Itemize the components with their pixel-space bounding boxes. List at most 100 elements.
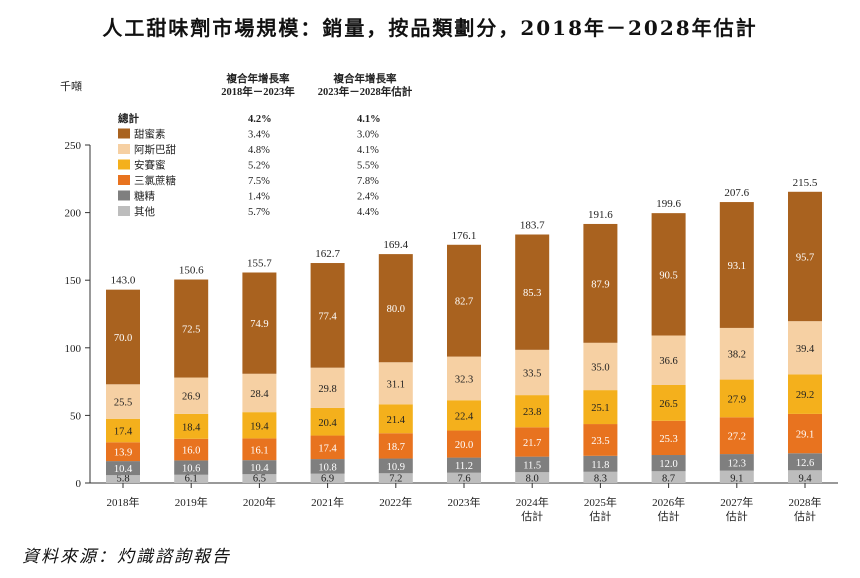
data-label: 39.4 (796, 344, 815, 355)
bar-segment (719, 327, 754, 380)
data-label: 23.5 (591, 436, 609, 447)
bar-segment (515, 395, 550, 428)
bar-segment (447, 244, 481, 357)
bar-segment (788, 470, 822, 483)
y-tick-label: 200 (65, 208, 82, 220)
x-tick-label: 2026年 (652, 495, 685, 509)
data-label: 10.6 (182, 464, 200, 475)
cagr-value-2: 4.1% (357, 114, 381, 125)
data-label: 90.5 (659, 270, 677, 281)
chart-title: 人工甜味劑市場規模：銷量，按品類劃分，2018年－2028年估計 (102, 16, 758, 40)
data-label: 10.8 (318, 462, 336, 473)
bar-segment (583, 223, 618, 343)
y-tick-label: 50 (70, 410, 82, 422)
data-label: 36.6 (659, 356, 677, 367)
bar-segment (378, 254, 413, 363)
bar-segment (515, 234, 550, 350)
bar-segment (788, 191, 822, 322)
x-tick-label: 2020年 (243, 495, 276, 509)
cagr-value-1: 4.8% (248, 145, 270, 156)
y-tick-label: 250 (65, 140, 82, 152)
bar-segment (583, 471, 618, 483)
bar-segment (242, 272, 277, 374)
data-label: 22.4 (455, 411, 474, 422)
data-label: 10.4 (250, 463, 269, 474)
bar-segment (106, 442, 140, 462)
legend-label: 甜蜜素 (134, 128, 166, 141)
y-tick-label: 150 (65, 275, 82, 287)
data-label: 8.3 (594, 474, 607, 485)
bar-segment (174, 438, 209, 461)
data-label: 27.9 (728, 394, 746, 405)
cagr-header-2: 2023年－2028年估計 (318, 85, 413, 98)
data-label: 33.5 (523, 368, 541, 379)
cagr-value-2: 7.8% (357, 176, 379, 187)
x-tick-label: 2024年 (516, 495, 549, 509)
bar-segment (310, 435, 345, 460)
cagr-value-1: 3.4% (248, 130, 270, 141)
cagr-value-2: 5.5% (357, 161, 379, 172)
legend-swatch (118, 190, 130, 201)
data-label: 74.9 (250, 319, 268, 330)
data-label: 26.9 (182, 392, 200, 403)
bar-segment (242, 438, 277, 461)
data-label: 11.2 (455, 461, 473, 472)
bar-segment (242, 412, 277, 439)
data-label: 23.8 (523, 407, 541, 418)
cagr-value-1: 4.2% (248, 114, 272, 125)
data-label: 77.4 (318, 311, 337, 322)
bar-segment (242, 373, 277, 413)
bar-segment (651, 471, 686, 483)
bar-segment (719, 470, 754, 483)
data-label: 18.4 (182, 422, 201, 433)
bar-segment (174, 377, 209, 414)
data-label: 9.1 (730, 474, 743, 485)
bar-segment (378, 404, 413, 434)
bar-segment (719, 202, 754, 328)
data-label: 10.4 (114, 464, 133, 475)
cagr-value-1: 5.7% (248, 207, 270, 218)
x-tick-label: 2023年 (448, 495, 481, 509)
bar-segment (447, 400, 481, 431)
total-label: 162.7 (315, 248, 340, 260)
bar-segment (174, 413, 209, 439)
legend-total-label: 總計 (118, 112, 139, 125)
bar-segment (651, 335, 686, 385)
bar-segment (174, 279, 209, 378)
total-label: 207.6 (724, 187, 749, 199)
bar-segment (583, 342, 618, 391)
data-label: 11.8 (591, 460, 609, 471)
bar-segment (719, 417, 754, 455)
y-tick-label: 100 (65, 343, 82, 355)
data-label: 20.0 (455, 440, 473, 451)
bar-segment (447, 356, 481, 401)
total-label: 155.7 (247, 257, 272, 269)
bar-segment (174, 474, 209, 483)
x-tick-label: 估計 (589, 509, 611, 523)
legend-swatch (118, 128, 130, 139)
data-label: 16.0 (182, 446, 200, 457)
bar-segment (310, 459, 345, 474)
bar-segment (310, 263, 345, 368)
data-label: 25.1 (591, 403, 609, 414)
cagr-header-1: 2018年－2023年 (221, 85, 295, 98)
data-label: 12.0 (659, 459, 677, 470)
total-label: 199.6 (656, 198, 681, 210)
x-tick-label: 估計 (658, 509, 680, 523)
total-label: 215.5 (793, 177, 818, 189)
cagr-value-2: 4.4% (357, 207, 379, 218)
bar-segment (310, 367, 345, 408)
data-label: 11.5 (523, 460, 541, 471)
x-tick-label: 2021年 (311, 495, 344, 509)
data-label: 21.4 (387, 415, 406, 426)
cagr-value-1: 1.4% (248, 192, 270, 203)
data-label: 17.4 (114, 427, 133, 438)
bar-segment (719, 379, 754, 418)
x-tick-label: 2028年 (789, 495, 822, 509)
bar-segment (174, 460, 209, 475)
total-label: 176.1 (452, 230, 477, 242)
bar-segment (788, 453, 822, 471)
data-label: 6.1 (185, 474, 198, 485)
data-label: 32.3 (455, 374, 473, 385)
